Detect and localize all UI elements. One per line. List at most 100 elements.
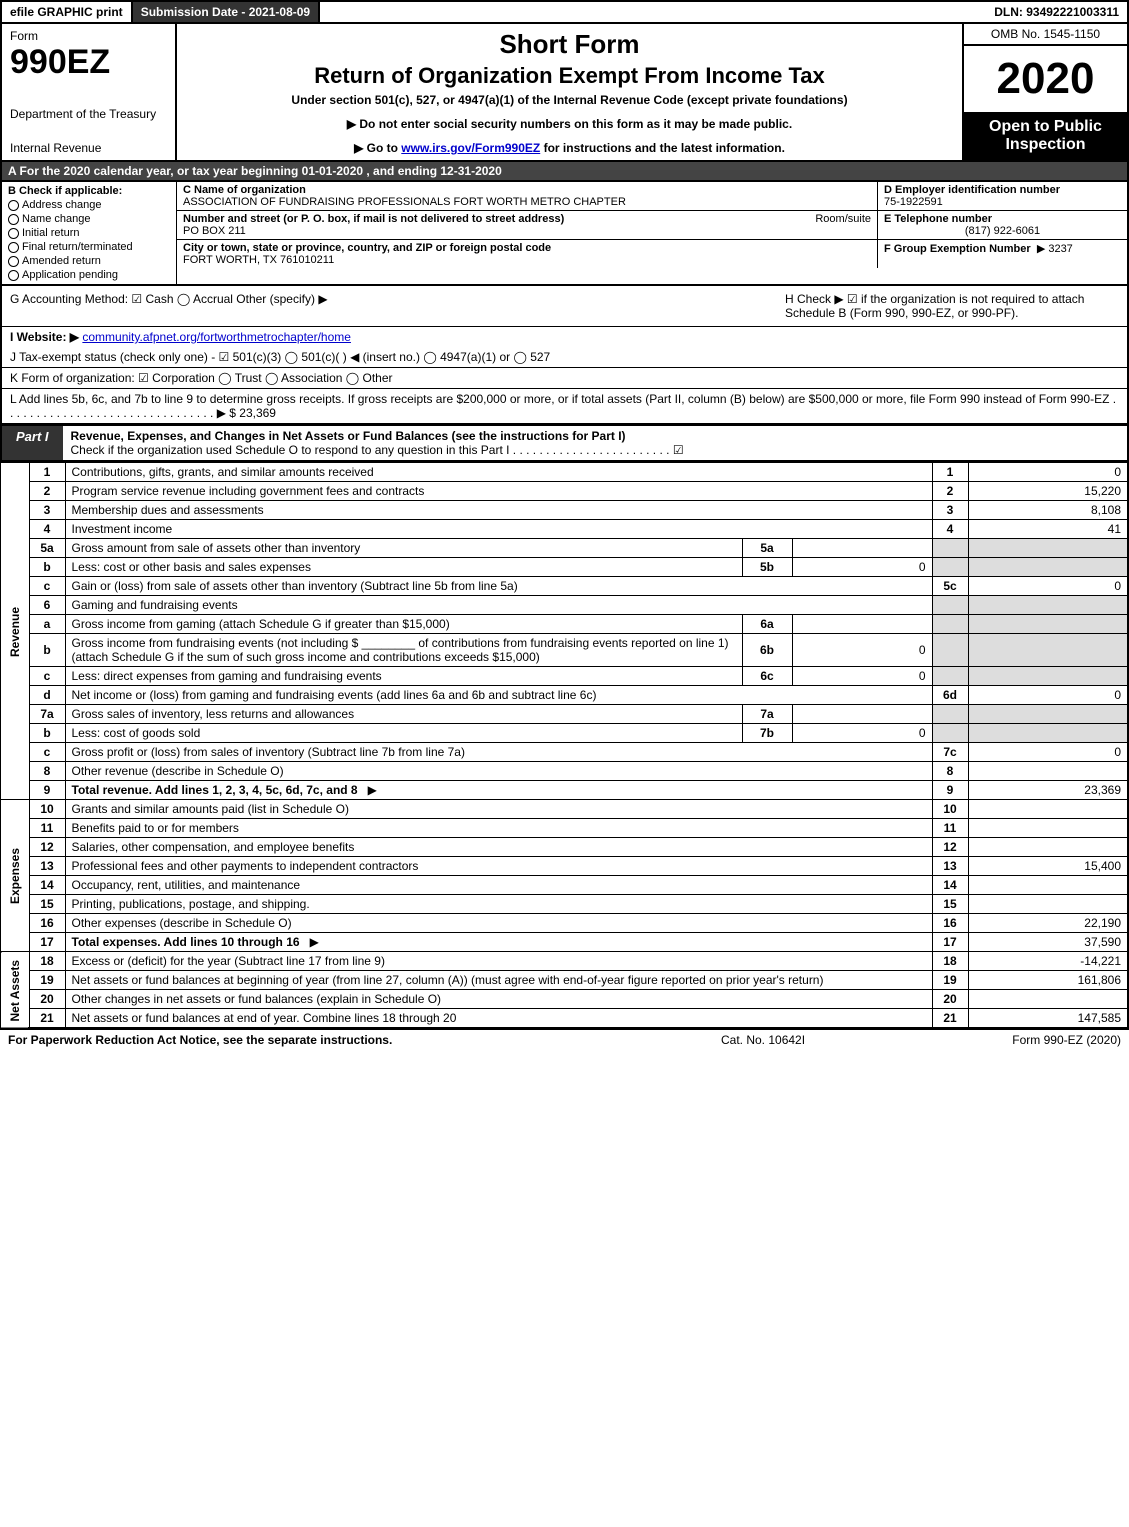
instr-link-pre: ▶ Go to — [354, 141, 401, 155]
header-left: Form 990EZ Department of the Treasury In… — [2, 24, 177, 160]
line-j: J Tax-exempt status (check only one) - ☑… — [0, 347, 1129, 368]
row-6a: a Gross income from gaming (attach Sched… — [1, 615, 1128, 634]
box-b-label: B Check if applicable: — [8, 185, 170, 197]
chk-name[interactable]: Name change — [8, 213, 170, 225]
box-b: B Check if applicable: Address change Na… — [2, 182, 177, 284]
line-gh: G Accounting Method: ☑ Cash ◯ Accrual Ot… — [0, 286, 1129, 327]
chk-pending[interactable]: Application pending — [8, 269, 170, 281]
box-c-street: Number and street (or P. O. box, if mail… — [177, 211, 877, 239]
part1-table: Revenue 1 Contributions, gifts, grants, … — [0, 462, 1129, 1029]
org-name: ASSOCIATION OF FUNDRAISING PROFESSIONALS… — [183, 196, 871, 208]
footer-right: Form 990-EZ (2020) — [921, 1033, 1121, 1047]
submission-date: Submission Date - 2021-08-09 — [133, 2, 320, 22]
ein-value: 75-1922591 — [884, 196, 1121, 208]
dept-irs: Internal Revenue — [10, 141, 167, 155]
box-e: E Telephone number (817) 922-6061 — [877, 211, 1127, 239]
row-3: 3 Membership dues and assessments 3 8,10… — [1, 501, 1128, 520]
row-6d: d Net income or (loss) from gaming and f… — [1, 686, 1128, 705]
d-caption: D Employer identification number — [884, 184, 1121, 196]
row-6b: b Gross income from fundraising events (… — [1, 634, 1128, 667]
c-street-caption: Number and street (or P. O. box, if mail… — [183, 213, 564, 225]
side-netassets: Net Assets — [1, 952, 29, 1029]
chk-amended[interactable]: Amended return — [8, 255, 170, 267]
info-block: B Check if applicable: Address change Na… — [0, 182, 1129, 286]
line-k: K Form of organization: ☑ Corporation ◯ … — [0, 368, 1129, 389]
chk-final[interactable]: Final return/terminated — [8, 241, 170, 253]
dln-label: DLN: 93492221003311 — [986, 2, 1127, 22]
row-5a: 5a Gross amount from sale of assets othe… — [1, 539, 1128, 558]
chk-initial[interactable]: Initial return — [8, 227, 170, 239]
e-caption: E Telephone number — [884, 213, 1121, 225]
line-h: H Check ▶ ☑ if the organization is not r… — [777, 286, 1127, 326]
c-city-caption: City or town, state or province, country… — [183, 242, 871, 254]
room-caption: Room/suite — [815, 213, 871, 225]
irs-link[interactable]: www.irs.gov/Form990EZ — [401, 141, 540, 155]
row-9: 9 Total revenue. Add lines 1, 2, 3, 4, 5… — [1, 781, 1128, 800]
row-1: Revenue 1 Contributions, gifts, grants, … — [1, 463, 1128, 482]
tax-period: A For the 2020 calendar year, or tax yea… — [0, 162, 1129, 182]
tax-year: 2020 — [964, 46, 1127, 112]
omb-number: OMB No. 1545-1150 — [964, 24, 1127, 46]
street-value: PO BOX 211 — [183, 225, 871, 237]
line-i: I Website: ▶ community.afpnet.org/fortwo… — [0, 327, 1129, 347]
arrow-icon: ▶ — [368, 783, 377, 797]
c-name-caption: C Name of organization — [183, 184, 871, 196]
row-17: 17 Total expenses. Add lines 10 through … — [1, 933, 1128, 952]
open-inspection: Open to Public Inspection — [964, 112, 1127, 160]
efile-label[interactable]: efile GRAPHIC print — [2, 2, 133, 22]
row-19: 19 Net assets or fund balances at beginn… — [1, 971, 1128, 990]
title-return: Return of Organization Exempt From Incom… — [187, 63, 952, 89]
row-7a: 7a Gross sales of inventory, less return… — [1, 705, 1128, 724]
row-7b: b Less: cost of goods sold 7b 0 — [1, 724, 1128, 743]
row-21: 21 Net assets or fund balances at end of… — [1, 1009, 1128, 1029]
box-cde: C Name of organization ASSOCIATION OF FU… — [177, 182, 1127, 284]
part1-title-text: Revenue, Expenses, and Changes in Net As… — [71, 429, 626, 443]
row-14: 14 Occupancy, rent, utilities, and maint… — [1, 876, 1128, 895]
box-f: F Group Exemption Number ▶ 3237 — [877, 240, 1127, 268]
form-header: Form 990EZ Department of the Treasury In… — [0, 24, 1129, 162]
instr-link-post: for instructions and the latest informat… — [540, 141, 785, 155]
part1-sub: Check if the organization used Schedule … — [71, 443, 1119, 457]
row-18: Net Assets 18 Excess or (deficit) for th… — [1, 952, 1128, 971]
box-d: D Employer identification number 75-1922… — [877, 182, 1127, 210]
row-20: 20 Other changes in net assets or fund b… — [1, 990, 1128, 1009]
header-center: Short Form Return of Organization Exempt… — [177, 24, 962, 160]
line-l: L Add lines 5b, 6c, and 7b to line 9 to … — [0, 389, 1129, 425]
row-5c: c Gain or (loss) from sale of assets oth… — [1, 577, 1128, 596]
instr-ssn: ▶ Do not enter social security numbers o… — [187, 117, 952, 131]
website-link[interactable]: community.afpnet.org/fortworthmetrochapt… — [82, 330, 351, 344]
topbar-spacer — [320, 2, 986, 22]
topbar: efile GRAPHIC print Submission Date - 20… — [0, 0, 1129, 24]
part1-title: Revenue, Expenses, and Changes in Net As… — [63, 426, 1127, 460]
city-value: FORT WORTH, TX 761010211 — [183, 254, 871, 266]
title-shortform: Short Form — [187, 29, 952, 60]
footer-mid: Cat. No. 10642I — [721, 1033, 921, 1047]
box-c-name: C Name of organization ASSOCIATION OF FU… — [177, 182, 877, 210]
f-value: ▶ 3237 — [1037, 243, 1073, 255]
header-right: OMB No. 1545-1150 2020 Open to Public In… — [962, 24, 1127, 160]
row-6: 6 Gaming and fundraising events — [1, 596, 1128, 615]
side-expenses: Expenses — [1, 800, 29, 952]
row-15: 15 Printing, publications, postage, and … — [1, 895, 1128, 914]
instr-link: ▶ Go to www.irs.gov/Form990EZ for instru… — [187, 141, 952, 155]
side-revenue: Revenue — [1, 463, 29, 800]
row-7c: c Gross profit or (loss) from sales of i… — [1, 743, 1128, 762]
form-word: Form — [10, 29, 167, 43]
chk-address[interactable]: Address change — [8, 199, 170, 211]
dept-treasury: Department of the Treasury — [10, 107, 167, 121]
row-16: 16 Other expenses (describe in Schedule … — [1, 914, 1128, 933]
row-12: 12 Salaries, other compensation, and emp… — [1, 838, 1128, 857]
row-2: 2 Program service revenue including gove… — [1, 482, 1128, 501]
arrow-icon: ▶ — [310, 935, 319, 949]
phone-value: (817) 922-6061 — [884, 225, 1121, 237]
row-11: 11 Benefits paid to or for members 11 — [1, 819, 1128, 838]
row-13: 13 Professional fees and other payments … — [1, 857, 1128, 876]
part1-label: Part I — [2, 426, 63, 460]
line-g: G Accounting Method: ☑ Cash ◯ Accrual Ot… — [2, 286, 777, 326]
f-caption: F Group Exemption Number — [884, 243, 1031, 255]
line-i-pre: I Website: ▶ — [10, 330, 79, 344]
page-footer: For Paperwork Reduction Act Notice, see … — [0, 1029, 1129, 1050]
row-10: Expenses 10 Grants and similar amounts p… — [1, 800, 1128, 819]
box-c-city: City or town, state or province, country… — [177, 240, 877, 268]
row-4: 4 Investment income 4 41 — [1, 520, 1128, 539]
